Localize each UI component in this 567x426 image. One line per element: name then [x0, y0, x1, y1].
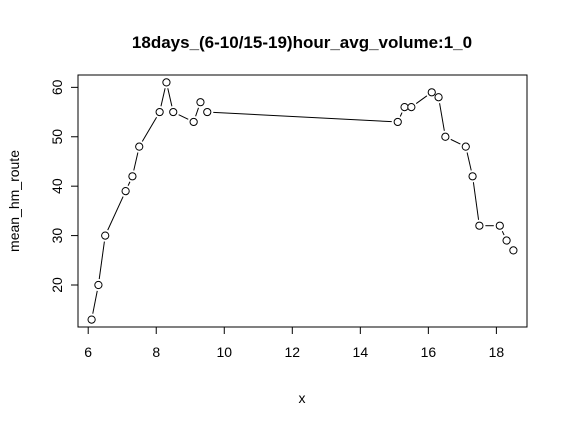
chart-title: 18days_(6-10/15-19)hour_avg_volume:1_0: [132, 33, 472, 52]
data-point: [407, 103, 416, 112]
line-segment: [213, 111, 392, 123]
line-segment: [195, 107, 199, 117]
data-point: [189, 117, 198, 127]
line-segment: [92, 290, 98, 314]
data-point: [162, 78, 171, 87]
x-tick-label: 10: [216, 344, 232, 360]
line-segment: [472, 182, 480, 220]
line-segment: [167, 88, 173, 107]
line-segment: [107, 196, 124, 231]
y-tick-label: 40: [49, 178, 65, 194]
line-segment: [439, 103, 445, 131]
x-tick-label: 18: [489, 344, 505, 360]
data-point: [502, 236, 511, 245]
line-segment: [98, 241, 105, 280]
data-point: [101, 231, 110, 240]
data-point: [94, 280, 103, 290]
line-segment: [466, 152, 472, 171]
data-point: [461, 142, 470, 151]
data-point: [128, 172, 137, 181]
y-axis-label: mean_hm_route: [6, 150, 22, 252]
data-point: [393, 117, 402, 127]
series-lines: [92, 88, 505, 314]
line-segment: [450, 138, 461, 145]
x-tick-label: 12: [285, 344, 301, 360]
data-point: [155, 107, 164, 117]
line-segment: [178, 114, 189, 120]
y-tick-label: 20: [49, 277, 65, 293]
line-segment: [127, 181, 131, 186]
line-segment: [141, 116, 158, 142]
line-segment: [133, 152, 139, 171]
data-point: [121, 187, 130, 196]
y-tick-label: 50: [49, 129, 65, 145]
x-axis-label: x: [299, 390, 306, 406]
data-point: [135, 142, 144, 151]
plot-frame: [77, 74, 528, 328]
data-point: [400, 103, 409, 112]
y-tick-label: 60: [49, 79, 65, 95]
series-points: [87, 78, 518, 324]
data-point: [169, 107, 178, 117]
data-point: [427, 88, 436, 97]
x-tick-label: 8: [152, 344, 160, 360]
y-axis: 20 30 40 50 60: [49, 79, 78, 293]
x-tick-label: 6: [84, 344, 92, 360]
line-segment: [501, 230, 505, 236]
y-tick-label: 30: [49, 228, 65, 244]
data-point: [203, 107, 212, 117]
data-point: [196, 98, 205, 107]
data-point: [87, 315, 96, 324]
line-segment: [415, 95, 428, 104]
x-axis: 6 8 10 12 14 16 18: [84, 327, 504, 360]
data-point: [441, 132, 450, 141]
data-point: [509, 246, 518, 255]
data-point: [468, 172, 477, 181]
line-segment: [399, 112, 403, 117]
data-point: [495, 221, 504, 230]
x-tick-label: 14: [353, 344, 369, 360]
data-point: [475, 221, 484, 230]
x-tick-label: 16: [421, 344, 437, 360]
line-segment: [160, 88, 166, 107]
data-point: [434, 93, 443, 102]
